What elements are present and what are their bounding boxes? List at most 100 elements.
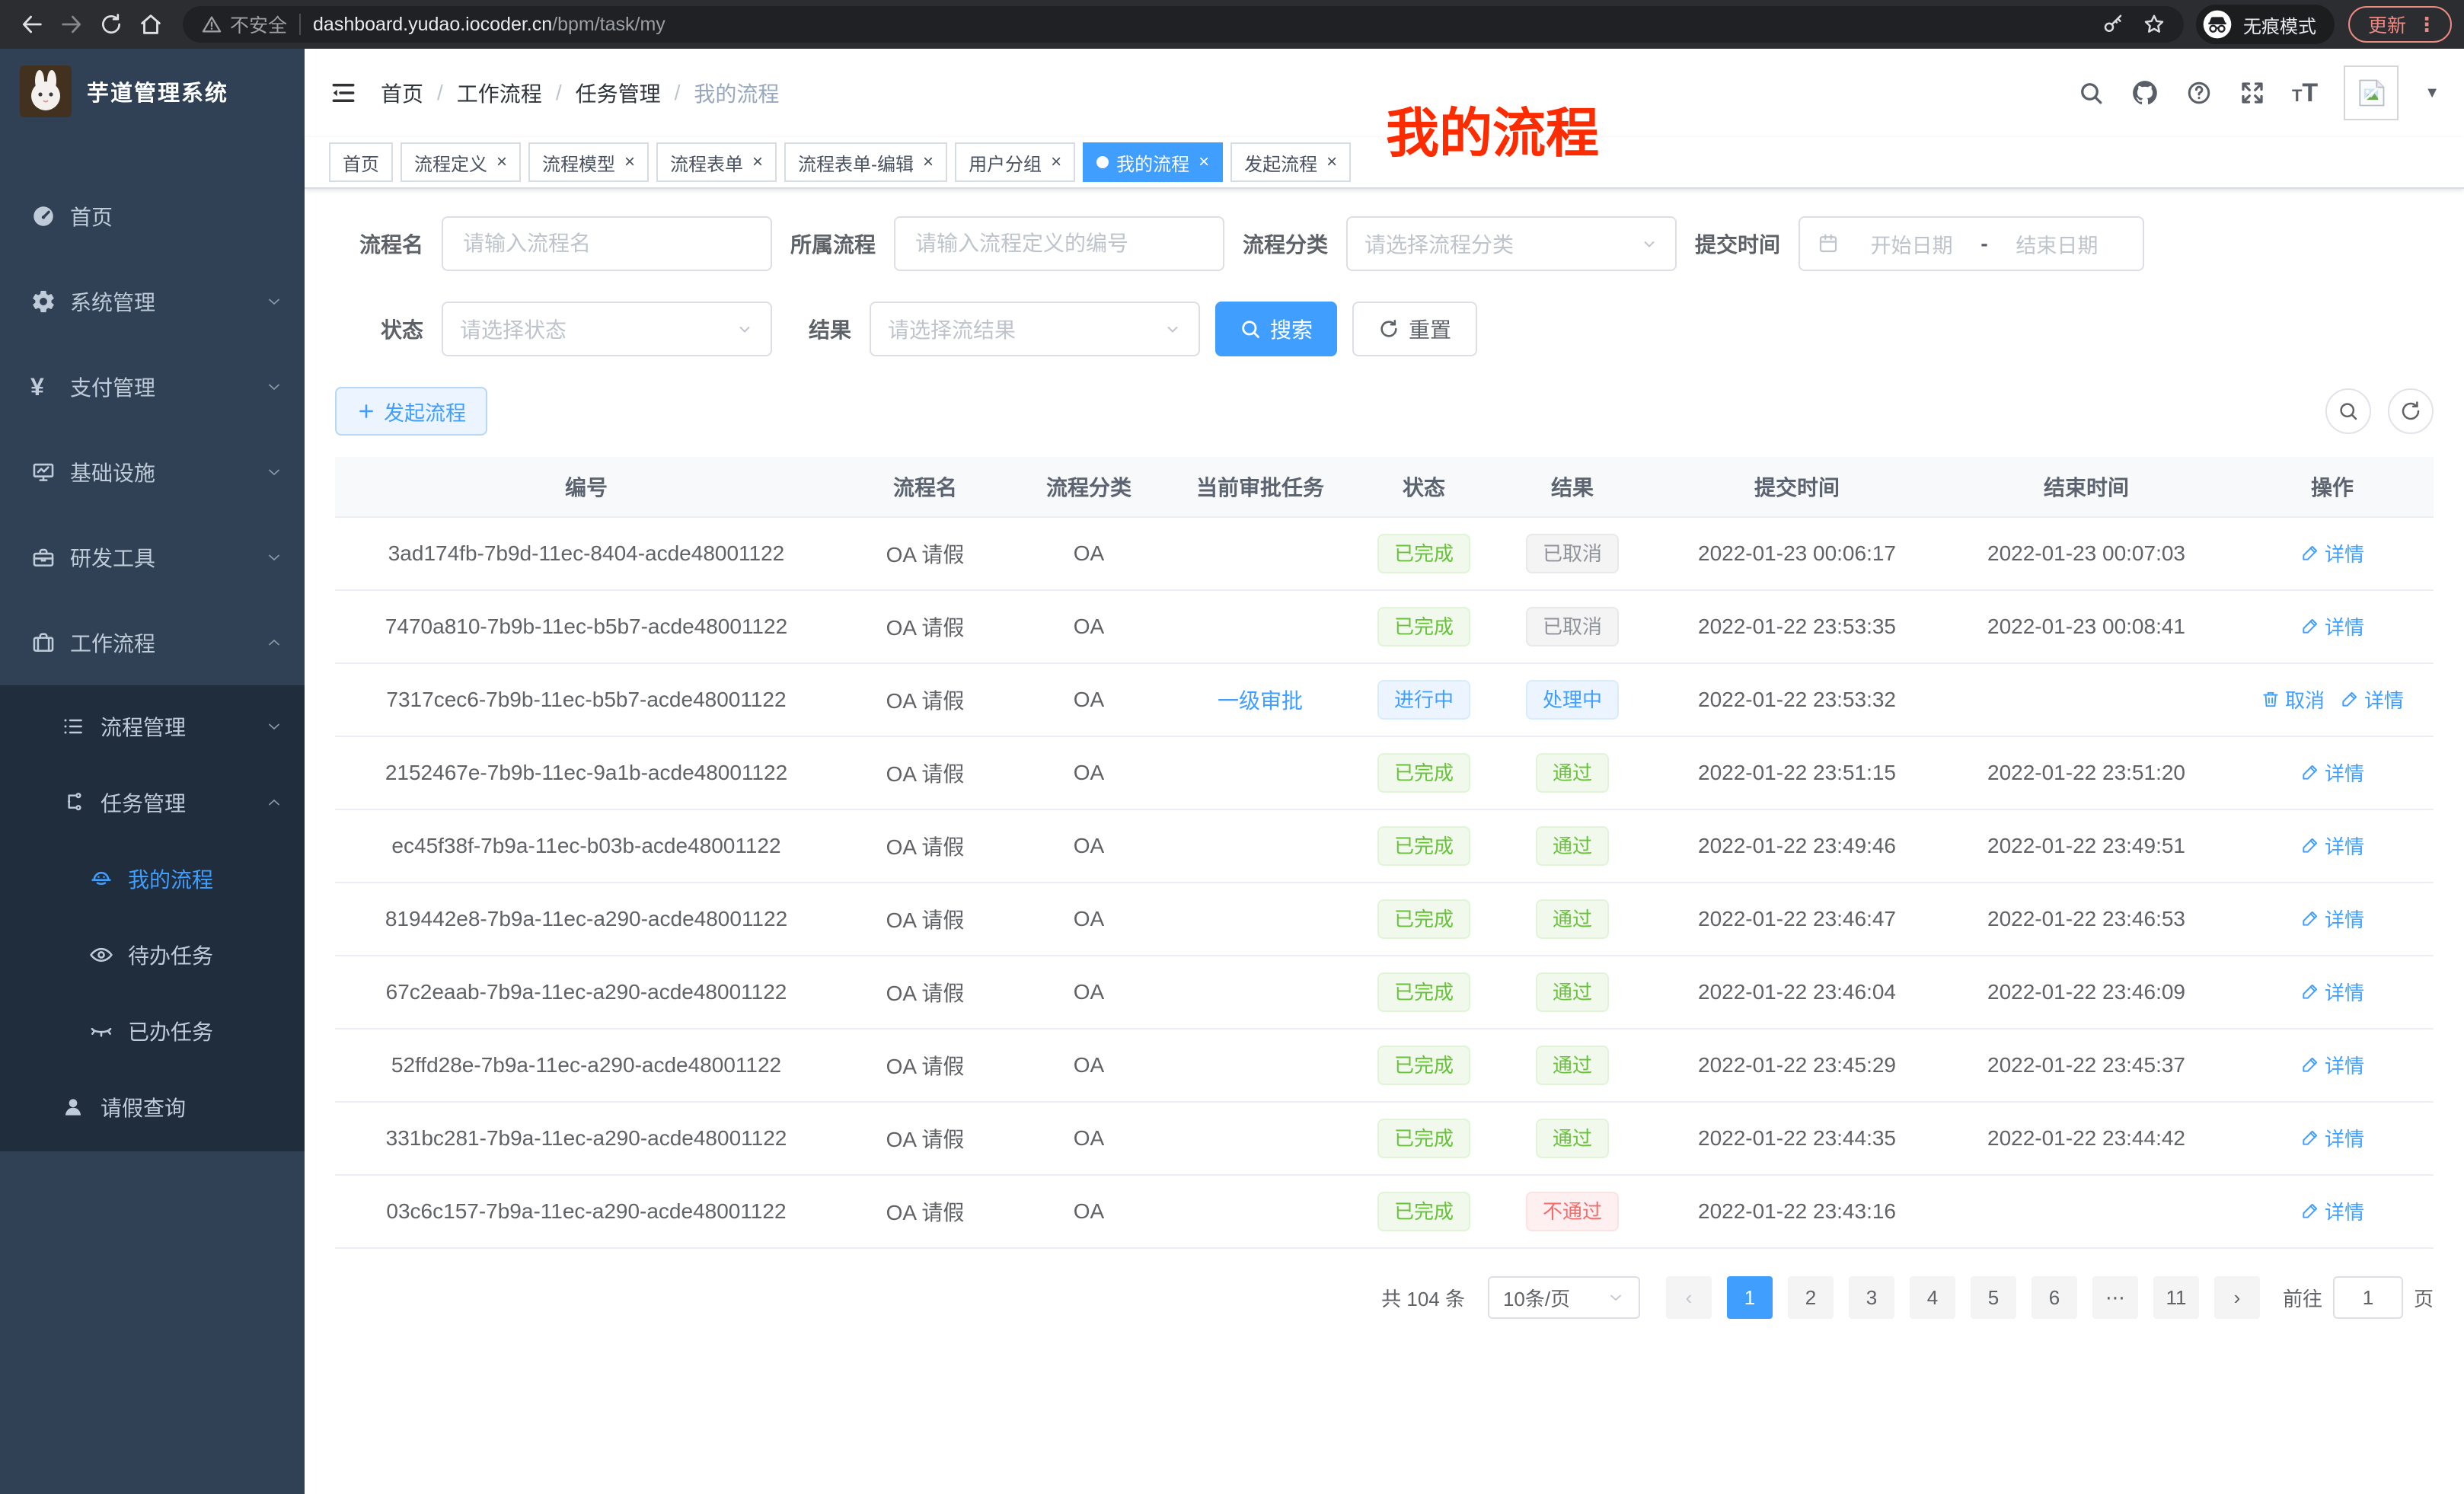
cell-process-category: OA [1073, 615, 1105, 638]
breadcrumb-separator: / [674, 81, 681, 104]
close-icon[interactable]: × [1326, 152, 1338, 172]
sidebar-item-workflow[interactable]: 工作流程 [0, 600, 305, 685]
sidebar-item-todo-tasks[interactable]: 待办任务 [0, 917, 305, 993]
detail-action-link[interactable]: 详情 [2300, 978, 2364, 1006]
status-select[interactable]: 请选择状态 [442, 302, 772, 356]
search-button[interactable]: 搜索 [1215, 302, 1338, 356]
sidebar-item-label: 待办任务 [128, 944, 214, 968]
show-search-button[interactable] [2325, 388, 2371, 434]
tab-home[interactable]: 首页 [329, 142, 393, 182]
detail-action-link[interactable]: 详情 [2300, 832, 2364, 860]
github-icon[interactable] [2130, 78, 2159, 107]
close-icon[interactable]: × [1051, 152, 1062, 172]
pager-next-button[interactable]: › [2213, 1276, 2260, 1319]
back-icon[interactable] [12, 3, 52, 46]
sidebar-item-devtools[interactable]: 研发工具 [0, 515, 305, 600]
chevron-down-icon [265, 463, 283, 481]
process-definition-input[interactable] [894, 216, 1224, 271]
browser-menu-icon[interactable]: ⋮ [2417, 12, 2437, 36]
breadcrumb-item[interactable]: 首页 [381, 82, 424, 106]
create-process-button[interactable]: 发起流程 [335, 387, 487, 436]
pager-page-1[interactable]: 1 [1726, 1276, 1773, 1319]
detail-action-link[interactable]: 详情 [2300, 539, 2364, 567]
close-icon[interactable]: × [624, 152, 636, 172]
result-select[interactable]: 请选择流结果 [870, 302, 1201, 356]
dashboard-icon [30, 203, 70, 229]
cell-submit-time: 2022-01-22 23:44:35 [1698, 1126, 1896, 1150]
tab-my-process[interactable]: 我的流程 × [1083, 142, 1224, 182]
forward-icon[interactable] [52, 3, 91, 46]
sidebar-item-my-process[interactable]: 我的流程 [0, 841, 305, 917]
detail-action-link[interactable]: 详情 [2300, 1124, 2364, 1152]
breadcrumb-item[interactable]: 工作流程 [456, 82, 542, 106]
detail-action-link[interactable]: 详情 [2340, 685, 2404, 713]
refresh-table-button[interactable] [2388, 388, 2434, 434]
address-bar[interactable]: 不安全 dashboard.yudao.iocoder.cn/bpm/task/… [183, 6, 2184, 43]
close-icon[interactable]: × [496, 152, 508, 172]
sidebar-item-leave-query[interactable]: 请假查询 [0, 1069, 305, 1145]
update-button[interactable]: 更新 ⋮ [2348, 6, 2452, 43]
cell-end-time: 2022-01-22 23:46:09 [1987, 980, 2185, 1004]
submit-time-range[interactable]: 开始日期 - 结束日期 [1799, 216, 2144, 271]
incognito-label: 无痕模式 [2242, 16, 2316, 37]
sidebar-item-home[interactable]: 首页 [0, 174, 305, 259]
result-tag: 通过 [1535, 899, 1609, 939]
tab-process-definition[interactable]: 流程定义 × [401, 142, 522, 182]
sidebar-item-label: 基础设施 [70, 461, 156, 485]
sidebar-item-done-tasks[interactable]: 已办任务 [0, 993, 305, 1069]
detail-action-link[interactable]: 详情 [2300, 1051, 2364, 1079]
font-size-icon[interactable]: TT [2291, 78, 2319, 107]
pager-page-11[interactable]: 11 [2153, 1276, 2199, 1319]
column-header: 编号 [564, 476, 608, 500]
eye-icon [88, 942, 128, 968]
table-row: 67c2eaab-7b9a-11ec-a290-acde48001122 OA 请… [335, 956, 2434, 1030]
tab-process-form-edit[interactable]: 流程表单-编辑 × [784, 142, 948, 182]
sidebar-item-process-mgmt[interactable]: 流程管理 [0, 688, 305, 765]
sidebar-fold-icon[interactable] [329, 78, 358, 107]
pager-page-6[interactable]: 6 [2031, 1276, 2077, 1319]
user-icon [61, 1095, 101, 1119]
fullscreen-icon[interactable] [2239, 79, 2266, 107]
process-category-select[interactable]: 请选择流程分类 [1346, 216, 1677, 271]
page-size-select[interactable]: 10条/页 [1487, 1276, 1640, 1319]
pager-page-5[interactable]: 5 [1970, 1276, 2016, 1319]
detail-action-link[interactable]: 详情 [2300, 612, 2364, 640]
cell-process-id: 2152467e-7b9b-11ec-9a1b-acde48001122 [385, 761, 788, 784]
close-icon[interactable]: × [1198, 152, 1210, 172]
pager-page-4[interactable]: 4 [1909, 1276, 1955, 1319]
cell-end-time: 2022-01-22 23:44:42 [1987, 1126, 2185, 1150]
reset-button[interactable]: 重置 [1352, 302, 1478, 356]
goto-page-input[interactable] [2332, 1276, 2403, 1319]
detail-action-link[interactable]: 详情 [2300, 758, 2364, 787]
app-logo[interactable]: 芋道管理系统 [0, 49, 305, 134]
tab-start-process[interactable]: 发起流程 × [1230, 142, 1352, 182]
avatar[interactable] [2344, 65, 2399, 120]
breadcrumb-item[interactable]: 任务管理 [575, 82, 661, 106]
sidebar-item-task-mgmt[interactable]: 任务管理 [0, 765, 305, 841]
reload-icon[interactable] [91, 3, 131, 46]
close-icon[interactable]: × [923, 152, 934, 172]
process-name-input[interactable] [442, 216, 772, 271]
bookmark-star-icon[interactable] [2143, 13, 2166, 36]
current-task-link[interactable]: 一级审批 [1217, 689, 1303, 713]
password-key-icon[interactable] [2102, 13, 2124, 36]
sidebar-item-system[interactable]: 系统管理 [0, 259, 305, 344]
detail-action-link[interactable]: 详情 [2300, 905, 2364, 933]
cancel-action-link[interactable]: 取消 [2261, 685, 2325, 713]
table-row: 3ad174fb-7b9d-11ec-8404-acde48001122 OA 请… [335, 518, 2434, 591]
pager-page-3[interactable]: 3 [1848, 1276, 1894, 1319]
tab-process-form[interactable]: 流程表单 × [656, 142, 777, 182]
cell-process-id: 03c6c157-7b9a-11ec-a290-acde48001122 [386, 1199, 787, 1223]
close-icon[interactable]: × [752, 152, 764, 172]
chevron-down-icon[interactable]: ▼ [2424, 84, 2440, 101]
sidebar-item-infra[interactable]: 基础设施 [0, 429, 305, 515]
pager-page-2[interactable]: 2 [1787, 1276, 1834, 1319]
search-icon[interactable] [2077, 79, 2105, 107]
help-icon[interactable] [2185, 79, 2213, 107]
sidebar-item-payment[interactable]: ¥ 支付管理 [0, 344, 305, 429]
tab-user-group[interactable]: 用户分组 × [955, 142, 1076, 182]
tab-process-model[interactable]: 流程模型 × [528, 142, 650, 182]
detail-action-link[interactable]: 详情 [2300, 1197, 2364, 1225]
home-icon[interactable] [131, 3, 171, 46]
pager-prev-button[interactable]: ‹ [1665, 1276, 1712, 1319]
